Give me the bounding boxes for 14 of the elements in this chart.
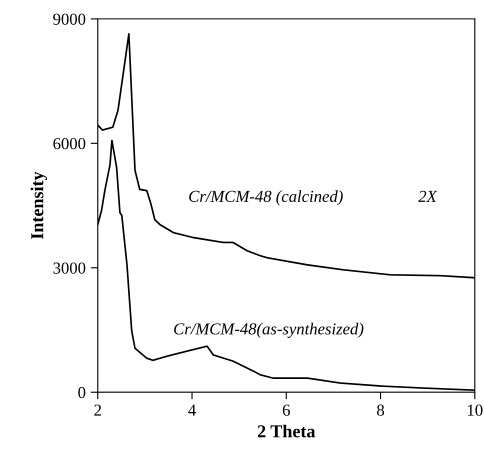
y-tick-label: 0 xyxy=(78,386,86,398)
x-tick-label: 4 xyxy=(188,404,196,416)
y-tick-label: 6000 xyxy=(53,138,86,150)
series-label: Cr/MCM-48(as-synthesized) xyxy=(174,322,364,338)
y-tick-label: 9000 xyxy=(53,14,86,25)
y-tick-label: 3000 xyxy=(53,262,86,274)
x-tick-label: 10 xyxy=(468,404,482,416)
x-tick-label: 2 xyxy=(94,404,102,416)
x-axis-title: 2 Theta xyxy=(258,424,316,438)
y-axis-title: Intensity xyxy=(30,172,48,240)
x-tick-label: 6 xyxy=(282,404,290,416)
annotation: 2X xyxy=(418,190,438,202)
x-tick-label: 8 xyxy=(377,404,384,416)
series-label: Cr/MCM-48 (calcined) xyxy=(189,190,343,206)
